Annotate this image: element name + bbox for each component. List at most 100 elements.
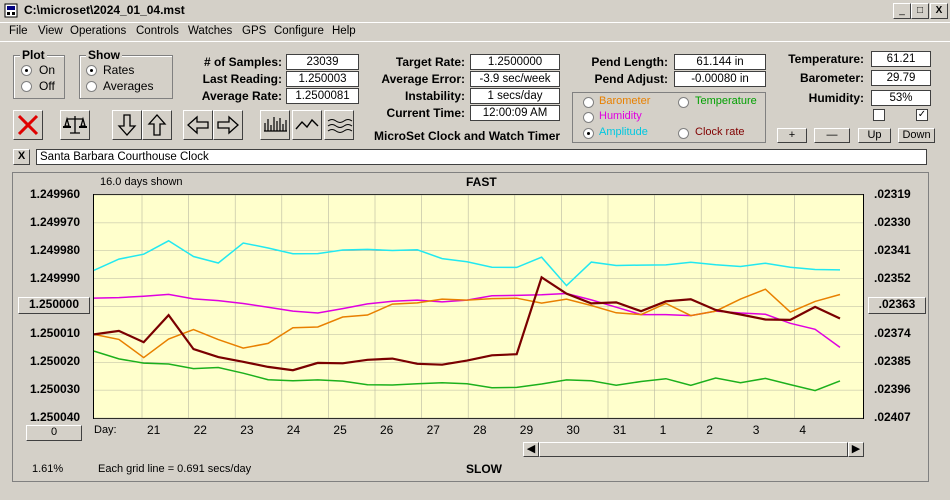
option-checkbox-1[interactable] bbox=[873, 109, 885, 121]
arrow-down-icon bbox=[117, 114, 137, 136]
target-rate-value: 1.2500000 bbox=[470, 54, 560, 70]
series-label-barometer: Barometer bbox=[599, 95, 651, 107]
clear-clock-button[interactable]: X bbox=[13, 149, 30, 165]
instability-value: 1 secs/day bbox=[470, 88, 560, 104]
menu-watches[interactable]: Watches bbox=[188, 25, 233, 37]
right-axis-tick: .02341 bbox=[874, 242, 911, 257]
plot-on-label: On bbox=[39, 63, 56, 77]
menu-help[interactable]: Help bbox=[332, 25, 356, 37]
show-averages-radio[interactable] bbox=[86, 81, 97, 92]
temperature-label: Temperature: bbox=[788, 52, 864, 66]
arrow-right-button[interactable] bbox=[213, 110, 243, 140]
down-button[interactable]: Down bbox=[898, 128, 935, 143]
clock-name-field[interactable]: Santa Barbara Courthouse Clock bbox=[36, 149, 927, 165]
instability-label: Instability: bbox=[404, 89, 465, 103]
left-axis-tick: 1.249980 bbox=[30, 242, 81, 257]
last-reading-value: 1.250003 bbox=[286, 71, 359, 87]
humidity-value: 53% bbox=[871, 90, 931, 106]
menu-bar: File View Operations Controls Watches GP… bbox=[0, 22, 950, 41]
menu-view[interactable]: View bbox=[38, 25, 63, 37]
days-shown-label: 16.0 days shown bbox=[100, 176, 183, 188]
right-axis-tick: .02330 bbox=[874, 214, 911, 229]
balance-button[interactable] bbox=[60, 110, 90, 140]
series-radio-amplitude[interactable] bbox=[583, 128, 594, 139]
arrow-left-button[interactable] bbox=[183, 110, 213, 140]
humidity-label: Humidity: bbox=[808, 91, 864, 105]
right-axis-tick: .02385 bbox=[874, 354, 911, 369]
right-axis-tick: .02407 bbox=[874, 410, 911, 424]
scroll-right-button[interactable]: ▶ bbox=[848, 442, 864, 457]
series-radio-humidity[interactable] bbox=[583, 112, 594, 123]
menu-file[interactable]: File bbox=[9, 25, 28, 37]
center-amplitude-button[interactable]: .02363 bbox=[868, 297, 926, 314]
left-axis-tick: 1.250030 bbox=[30, 382, 81, 397]
option-checkbox-2[interactable]: ✓ bbox=[916, 109, 928, 121]
series-selector bbox=[572, 92, 766, 143]
fast-label: FAST bbox=[466, 175, 497, 189]
x-axis-tick: 21 bbox=[147, 423, 161, 437]
app-caption: MicroSet Clock and Watch Timer bbox=[374, 129, 561, 143]
scroll-left-button[interactable]: ◀ bbox=[523, 442, 539, 457]
average-error-value: -3.9 sec/week bbox=[470, 71, 560, 87]
plot-on-radio[interactable] bbox=[21, 65, 32, 76]
x-axis-tick: 25 bbox=[333, 423, 347, 437]
current-time-label: Current Time: bbox=[386, 106, 465, 120]
x-axis-tick: 31 bbox=[613, 423, 627, 437]
series-line-amplitude bbox=[93, 239, 841, 287]
grid-note: Each grid line = 0.691 secs/day bbox=[98, 463, 252, 475]
maximize-button[interactable]: □ bbox=[911, 3, 929, 19]
arrow-up-icon bbox=[147, 114, 167, 136]
x-axis-tick: 22 bbox=[193, 423, 207, 437]
series-label-temperature: Temperature bbox=[695, 95, 757, 107]
close-button[interactable]: X bbox=[930, 3, 948, 19]
plot-off-radio[interactable] bbox=[21, 81, 32, 92]
x-axis-tick: 3 bbox=[752, 423, 760, 437]
target-rate-label: Target Rate: bbox=[395, 55, 465, 69]
samples-label: # of Samples: bbox=[203, 55, 282, 69]
plot-off-label: Off bbox=[39, 79, 55, 93]
series-radio-barometer[interactable] bbox=[583, 97, 594, 108]
minus-button[interactable]: — bbox=[814, 128, 850, 143]
show-rates-radio[interactable] bbox=[86, 65, 97, 76]
menu-configure[interactable]: Configure bbox=[274, 25, 324, 37]
center-rate-button[interactable]: 1.250000 bbox=[18, 297, 90, 314]
current-time-value: 12:00:09 AM bbox=[470, 105, 560, 121]
arrow-left-icon bbox=[187, 115, 209, 135]
wave-icon bbox=[327, 119, 353, 133]
samples-value: 23039 bbox=[286, 54, 359, 70]
series-radio-temperature[interactable] bbox=[678, 97, 689, 108]
scrollbar-thumb[interactable] bbox=[539, 442, 848, 457]
x-axis-tick: 26 bbox=[380, 423, 394, 437]
menu-gps[interactable]: GPS bbox=[242, 25, 267, 37]
x-axis-tick: 23 bbox=[240, 423, 254, 437]
menu-operations[interactable]: Operations bbox=[70, 25, 127, 37]
plot-group: Plot bbox=[13, 48, 65, 99]
up-button[interactable]: Up bbox=[858, 128, 891, 143]
temperature-value: 61.21 bbox=[871, 51, 931, 67]
series-line-temperature bbox=[93, 350, 841, 392]
right-axis-tick: .02352 bbox=[874, 270, 911, 285]
menu-controls[interactable]: Controls bbox=[136, 25, 179, 37]
barometer-value: 29.79 bbox=[871, 70, 931, 86]
arrow-up-button[interactable] bbox=[142, 110, 172, 140]
minimize-button[interactable]: _ bbox=[893, 3, 911, 19]
left-axis-tick: 1.249970 bbox=[30, 214, 81, 229]
plus-button[interactable]: + bbox=[777, 128, 807, 143]
app-icon bbox=[4, 3, 18, 18]
stop-button[interactable] bbox=[13, 110, 43, 140]
show-rates-label: Rates bbox=[103, 63, 135, 77]
x-axis-tick: 2 bbox=[706, 423, 713, 437]
arrow-down-button[interactable] bbox=[112, 110, 142, 140]
zero-button[interactable]: 0 bbox=[26, 425, 82, 441]
series-radio-clock-rate[interactable] bbox=[678, 128, 689, 139]
line-graph-button[interactable] bbox=[292, 110, 322, 140]
x-axis-tick: 24 bbox=[286, 423, 301, 437]
bar-graph-button[interactable] bbox=[260, 110, 290, 140]
x-axis-tick: 28 bbox=[473, 423, 487, 437]
series-label-humidity: Humidity bbox=[599, 110, 642, 122]
barometer-label: Barometer: bbox=[799, 71, 864, 85]
wave-graph-button[interactable] bbox=[324, 110, 354, 140]
pend-adjust-label: Pend Adjust: bbox=[594, 72, 668, 86]
bar-graph-icon bbox=[264, 117, 287, 132]
show-averages-label: Averages bbox=[103, 79, 154, 93]
